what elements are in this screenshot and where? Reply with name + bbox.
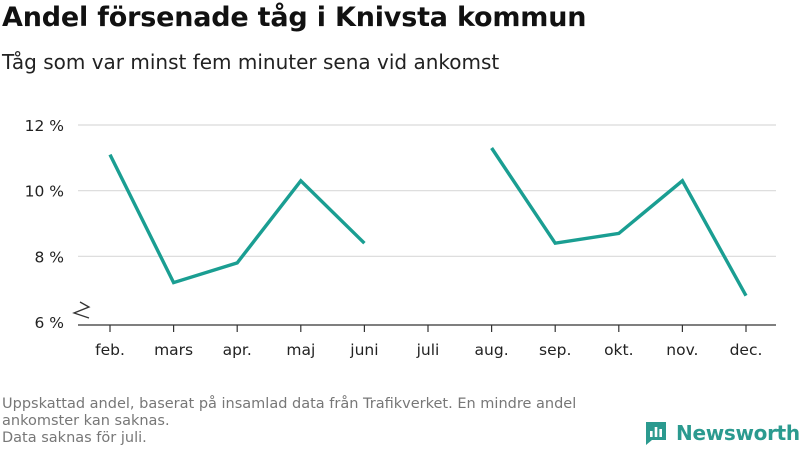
bar-chart-icon xyxy=(646,422,666,445)
x-tick-label: feb. xyxy=(95,341,125,359)
series-line xyxy=(490,147,748,297)
x-tick-label: juni xyxy=(349,341,378,359)
x-tick-label: sep. xyxy=(539,341,571,359)
footnote-line: ankomster kan saknas. xyxy=(2,413,170,429)
footnote-line: Uppskattad andel, baserat på insamlad da… xyxy=(2,396,577,412)
x-tick-label: mars xyxy=(154,341,193,359)
x-tick-label: apr. xyxy=(223,341,252,359)
chart-subtitle: Tåg som var minst fem minuter sena vid a… xyxy=(2,50,500,74)
y-axis-ticks: 6 % 8 % 10 % 12 % xyxy=(25,117,64,332)
footnote-line: Data saknas för juli. xyxy=(2,430,147,446)
x-tick-label: okt. xyxy=(604,341,633,359)
x-tick-label: maj xyxy=(286,341,315,359)
y-tick-label: 8 % xyxy=(34,248,64,266)
brand-name: Newsworthy xyxy=(676,421,800,445)
footnote: Uppskattad andel, baserat på insamlad da… xyxy=(2,396,576,447)
x-tick-label: juli xyxy=(416,341,440,359)
x-axis: feb. mars apr. maj juni juli aug. sep. okt. nov. d… xyxy=(72,301,776,359)
series-line xyxy=(108,153,366,285)
x-tick-label: aug. xyxy=(475,341,509,359)
y-tick-label: 10 % xyxy=(25,183,64,201)
y-tick-label: 6 % xyxy=(34,314,64,332)
series-lines xyxy=(108,147,748,297)
x-tick-label: dec. xyxy=(730,341,763,359)
gridlines xyxy=(78,124,776,257)
y-tick-label: 12 % xyxy=(25,117,64,135)
axis-break-icon xyxy=(72,301,91,319)
x-tick-label: nov. xyxy=(666,341,698,359)
newsworthy-logo: Newsworthy xyxy=(644,420,800,446)
chart-title: Andel försenade tåg i Knivsta kommun xyxy=(2,2,587,33)
